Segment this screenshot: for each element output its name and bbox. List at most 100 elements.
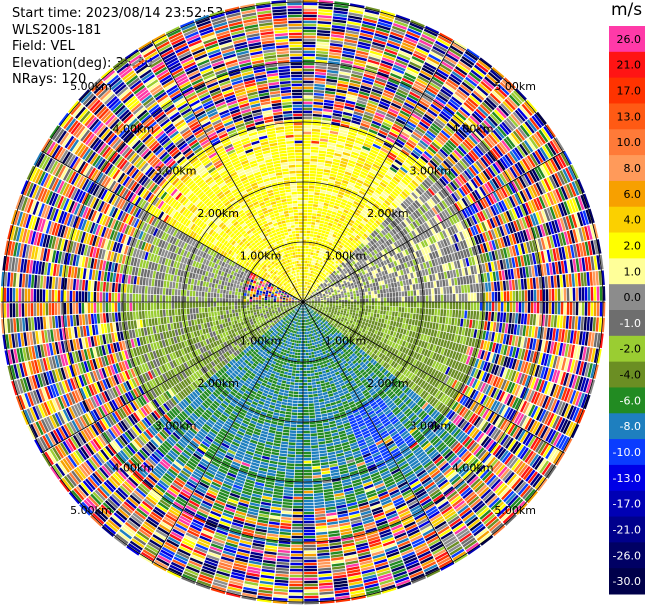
radar-gate [511, 313, 516, 324]
radar-gate [467, 284, 471, 293]
radar-gate [393, 144, 402, 151]
radar-gate [329, 263, 333, 267]
radar-gate [303, 101, 313, 105]
radar-gate [303, 155, 310, 159]
radar-gate [466, 48, 480, 59]
radar-gate [418, 99, 430, 108]
radar-gate [306, 291, 309, 294]
radar-gate [458, 293, 462, 302]
radar-gate [426, 130, 436, 139]
radar-gate [340, 310, 344, 313]
radar-gate [504, 98, 516, 111]
radar-gate [411, 192, 418, 200]
radar-gate [424, 314, 428, 322]
radar-gate [310, 290, 313, 293]
radar-gate [412, 131, 422, 139]
radar-gate [303, 53, 315, 57]
radar-gate [365, 305, 369, 309]
radar-gate [353, 299, 357, 302]
radar-gate [305, 298, 307, 300]
radar-gate [362, 20, 377, 27]
radar-gate [337, 138, 346, 143]
radar-gate [324, 163, 332, 167]
radar-gate [394, 17, 410, 25]
radar-gate [401, 302, 405, 307]
radar-gate [317, 21, 332, 25]
radar-gate [353, 244, 358, 249]
radar-gate [304, 293, 306, 297]
radar-gate [389, 278, 394, 283]
radar-gate [501, 270, 506, 281]
radar-gate [303, 140, 311, 144]
radar-gate [303, 152, 311, 156]
radar-gate [403, 75, 415, 83]
radar-gate [434, 295, 438, 302]
radar-gate [377, 302, 381, 306]
radar-gate [363, 15, 378, 21]
radar-gate [367, 220, 373, 226]
radar-gate [303, 293, 305, 297]
radar-gate [467, 293, 471, 302]
radar-gate [317, 159, 325, 163]
radar-gate [337, 292, 341, 295]
radar-gate [448, 278, 452, 286]
radar-gate [384, 188, 391, 195]
radar-gate [315, 222, 320, 226]
radar-gate [421, 137, 431, 146]
radar-gate [562, 274, 566, 288]
radar-gate [458, 268, 463, 277]
radar-gate [311, 283, 314, 287]
radar-gate [401, 107, 412, 115]
radar-gate [334, 1, 350, 6]
radar-gate [321, 184, 328, 188]
radar-gate [323, 172, 330, 176]
radar-gate [314, 286, 317, 289]
radar-gate [333, 221, 338, 226]
radar-gate [449, 302, 453, 310]
radar-gate [342, 239, 347, 244]
radar-gate [365, 204, 371, 210]
radar-gate [303, 293, 305, 297]
radar-gate [327, 145, 336, 150]
radar-gate [491, 311, 495, 322]
radar-gate [479, 104, 491, 115]
radar-gate [454, 318, 458, 326]
radar-gate [359, 302, 363, 305]
radar-gate [448, 76, 461, 86]
radar-gate [326, 148, 335, 153]
radar-gate [398, 204, 405, 212]
radar-gate [332, 295, 335, 298]
radar-gate [344, 308, 347, 311]
radar-gate [356, 47, 370, 53]
radar-gate [323, 282, 326, 285]
radar-gate [312, 113, 322, 117]
radar-gate [506, 96, 518, 109]
radar-gate [332, 16, 347, 21]
radar-gate [423, 275, 427, 283]
radar-gate [313, 101, 324, 105]
radar-gate [410, 325, 414, 331]
radar-gate [381, 164, 389, 171]
radar-gate [437, 309, 441, 316]
radar-gate [408, 279, 412, 285]
radar-gate [395, 306, 399, 312]
radar-gate [327, 142, 336, 147]
radar-gate [364, 162, 372, 169]
radar-gate [354, 237, 359, 242]
radar-gate [393, 64, 406, 72]
radar-gate [391, 190, 399, 197]
radar-gate [394, 173, 403, 181]
radar-gate [477, 59, 491, 71]
radar-gate [457, 128, 468, 138]
radar-gate [303, 161, 310, 165]
radar-gate [586, 316, 590, 331]
radar-gate [376, 24, 391, 31]
radar-gate [332, 161, 340, 166]
radar-gate [417, 42, 432, 51]
radar-gate [435, 71, 448, 80]
radar-gate [403, 161, 412, 169]
radar-gate [446, 325, 451, 333]
radar-gate [377, 322, 381, 327]
radar-gate [565, 274, 569, 288]
radar-gate [420, 70, 433, 78]
